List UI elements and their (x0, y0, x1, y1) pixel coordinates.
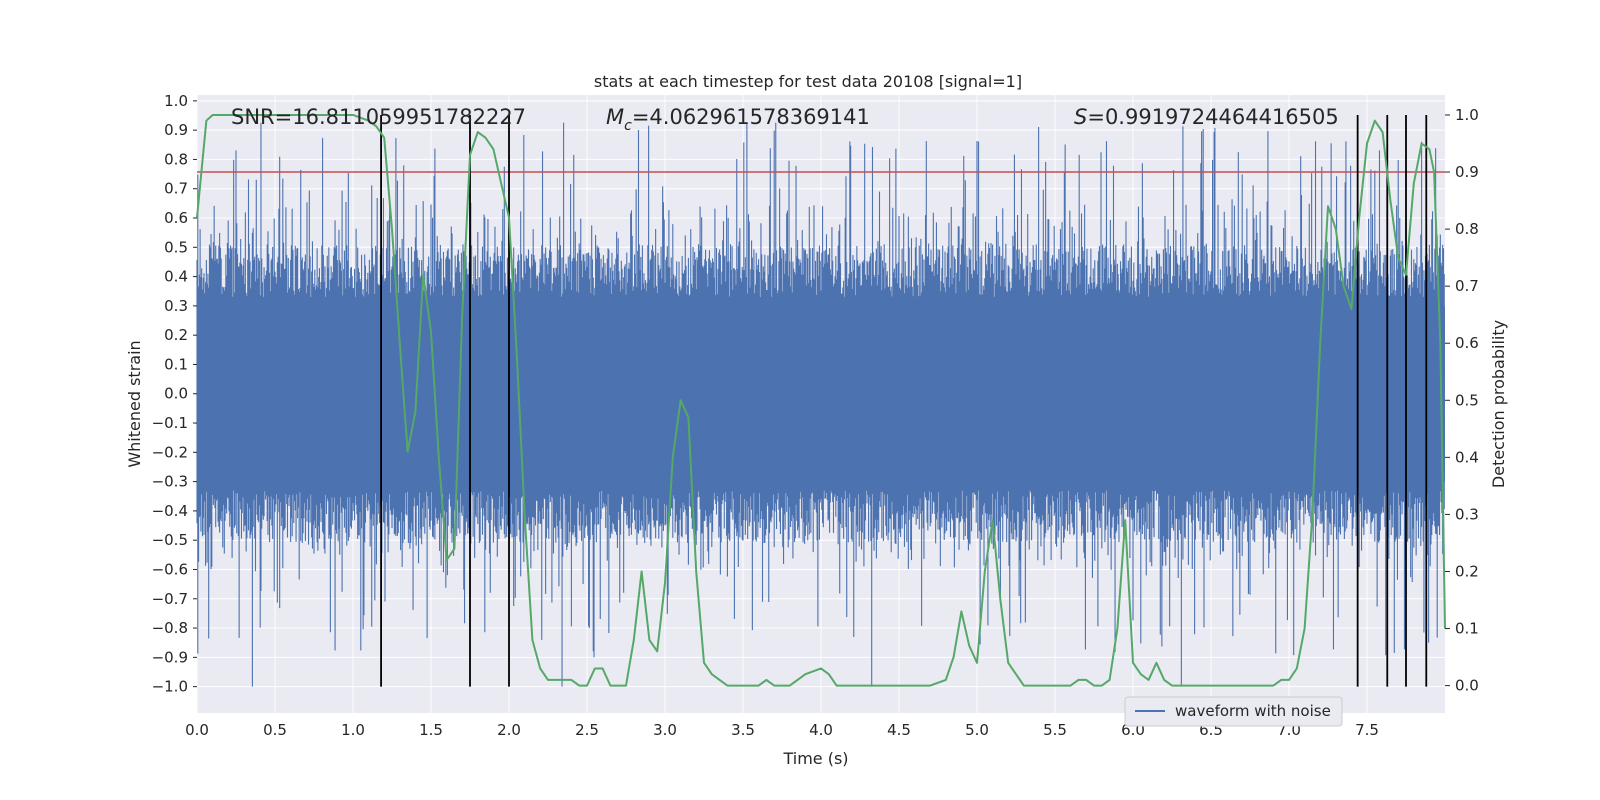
y2-tick-label: 0.2 (1455, 562, 1479, 580)
x-tick-label: 4.0 (809, 721, 833, 739)
y2-tick-label: 0.0 (1455, 677, 1479, 695)
y2-tick-label: 0.6 (1455, 334, 1479, 352)
chirp-mass-value: =4.062961578369141 (632, 105, 870, 129)
y2-tick-label: 0.9 (1455, 163, 1479, 181)
y2-tick-label: 0.3 (1455, 505, 1479, 523)
x-axis-ticks: 0.0 0.5 1.0 1.5 2.0 2.5 3.0 3.5 4.0 4.5 5.0 5.5 6.0 6… (185, 721, 1379, 739)
x-tick-label: 5.5 (1043, 721, 1067, 739)
y-tick-label: −1.0 (152, 678, 188, 696)
y-tick-label: 0.8 (164, 150, 188, 168)
y2-tick-label: 0.7 (1455, 277, 1479, 295)
snr-annotation: SNR=16.811059951782227 (231, 105, 526, 129)
y-tick-label: −0.9 (152, 648, 188, 666)
chart-title: stats at each timestep for test data 201… (594, 72, 1022, 91)
y-tick-label: −0.5 (152, 531, 188, 549)
x-tick-label: 4.5 (887, 721, 911, 739)
chirp-mass-symbol: M (606, 105, 624, 129)
y-tick-label: 0.5 (164, 238, 188, 256)
y2-tick-label: 0.8 (1455, 220, 1479, 238)
y-tick-label: 0.4 (164, 268, 188, 286)
waveform-series (196, 122, 1445, 687)
chirp-mass-annotation: Mc=4.062961578369141 (606, 105, 870, 134)
x-axis-label: Time (s) (782, 749, 848, 768)
x-tick-label: 2.5 (575, 721, 599, 739)
y-tick-label: 1.0 (164, 92, 188, 110)
x-tick-label: 2.0 (497, 721, 521, 739)
vertical-markers (380, 114, 1428, 687)
x-tick-label: 0.0 (185, 721, 209, 739)
legend-label: waveform with noise (1175, 702, 1331, 720)
x-tick-label: 7.5 (1355, 721, 1379, 739)
y2-axis-label: Detection probability (1489, 320, 1508, 488)
s-annotation: S=0.9919724464416505 (1074, 105, 1339, 129)
legend-box (1124, 696, 1343, 727)
s-value: =0.9919724464416505 (1087, 105, 1338, 129)
y-tick-label: 0.2 (164, 326, 188, 344)
chirp-mass-subscript: c (624, 118, 632, 134)
y-tick-label: 0.6 (164, 209, 188, 227)
y-tick-label: 0.9 (164, 121, 188, 139)
y2-tick-label: 0.4 (1455, 448, 1479, 466)
y-tick-label: 0.0 (164, 385, 188, 403)
y-tick-label: 0.7 (164, 180, 188, 198)
x-tick-label: 3.0 (653, 721, 677, 739)
y-axis-ticks: 1.0 0.9 0.8 0.7 0.6 0.5 0.4 0.3 0.2 0.1 0.0 −0.1 −0.… (152, 92, 197, 696)
y-tick-label: −0.2 (152, 443, 188, 461)
s-symbol: S (1074, 105, 1087, 129)
x-tick-label: 5.0 (965, 721, 989, 739)
probability-line (196, 113, 1446, 687)
y-tick-label: 0.1 (164, 355, 188, 373)
probability-series (196, 113, 1446, 687)
y-tick-label: −0.4 (152, 502, 188, 520)
y-tick-label: 0.3 (164, 297, 188, 315)
y-tick-label: −0.7 (152, 590, 188, 608)
y-tick-label: −0.1 (152, 414, 188, 432)
x-tick-label: 1.5 (419, 721, 443, 739)
x-tick-label: 0.5 (263, 721, 287, 739)
y-tick-label: −0.6 (152, 560, 188, 578)
y2-tick-label: 0.1 (1455, 620, 1479, 638)
waveform-core (197, 305, 1445, 482)
y2-tick-label: 1.0 (1455, 106, 1479, 124)
legend: waveform with noise (1124, 696, 1343, 727)
y-tick-label: −0.3 (152, 473, 188, 491)
x-tick-label: 1.0 (341, 721, 365, 739)
y2-tick-label: 0.5 (1455, 391, 1479, 409)
y-axis-label: Whitened strain (125, 340, 144, 467)
y-tick-label: −0.8 (152, 619, 188, 637)
y2-axis-ticks: 1.0 0.9 0.8 0.7 0.6 0.5 0.4 0.3 0.2 0.1 0.0 (1445, 106, 1479, 695)
x-tick-label: 3.5 (731, 721, 755, 739)
